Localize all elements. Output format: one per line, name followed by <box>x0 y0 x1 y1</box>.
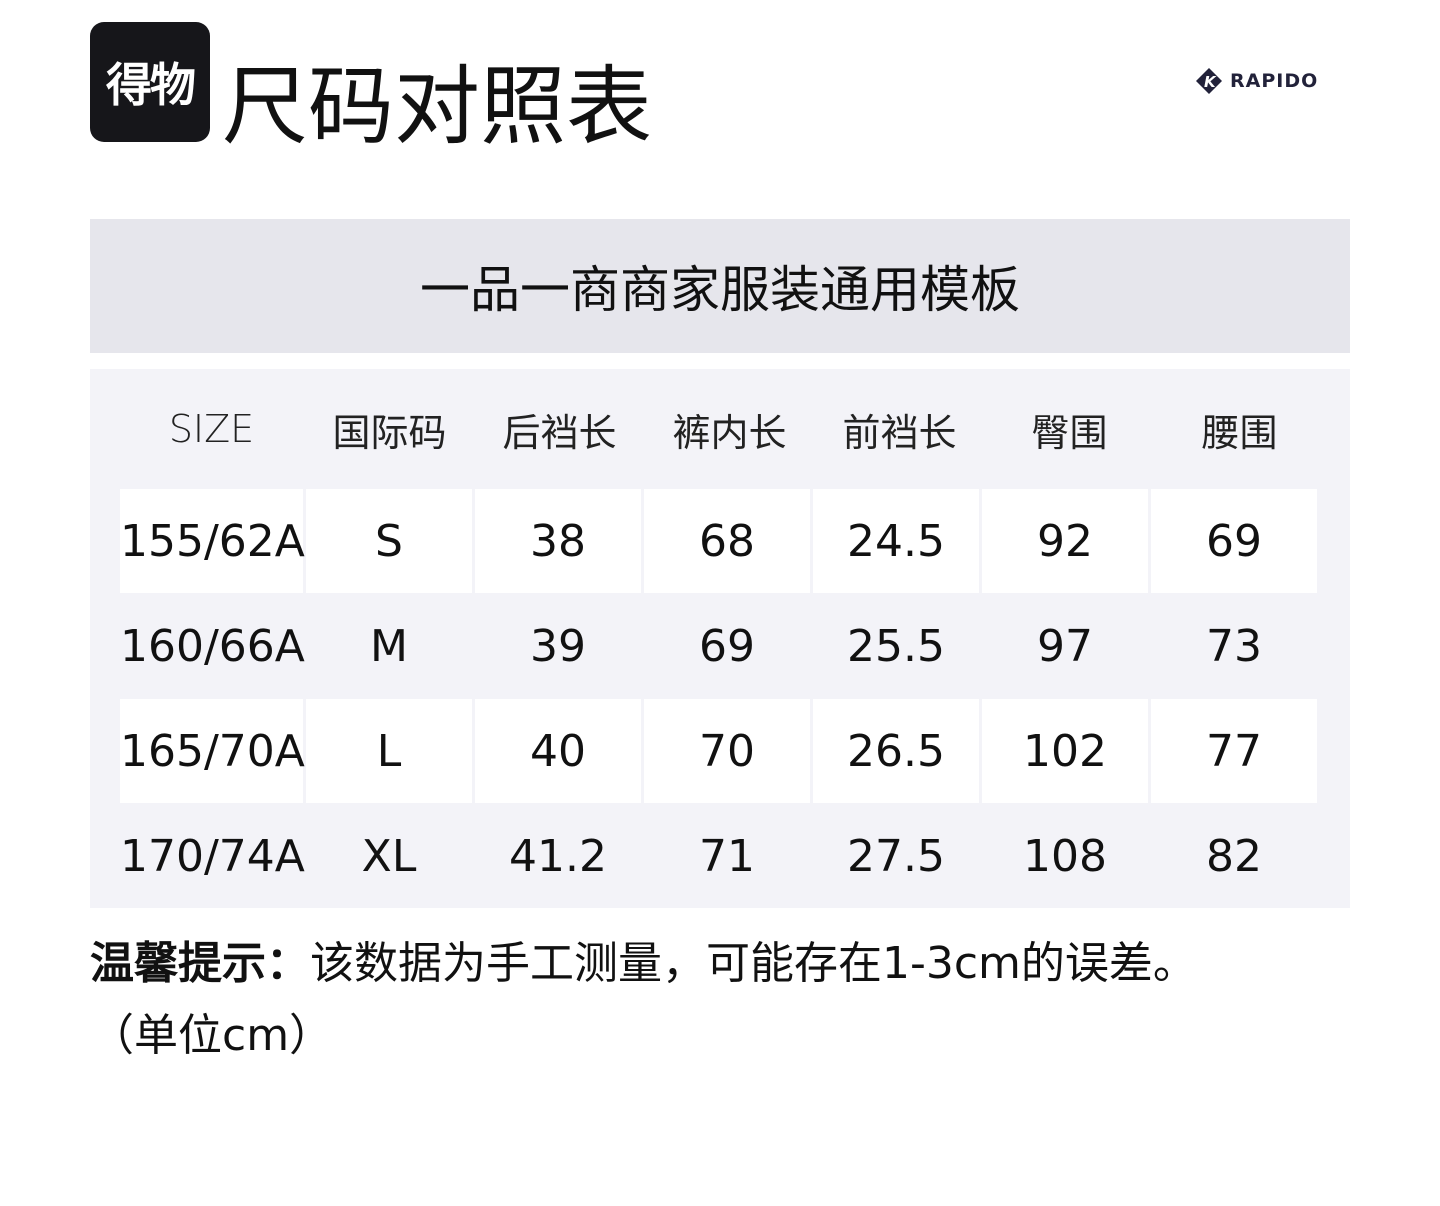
table-cell: 70 <box>644 699 810 803</box>
brand-name: RAPIDO <box>1230 70 1319 92</box>
size-table: SIZE 国际码 后裆长 裤内长 前裆长 臀围 腰围 155/62A S 38 68 2… <box>90 369 1350 908</box>
table-cell: L <box>306 699 472 803</box>
header-cell: 国际码 <box>332 410 447 455</box>
table-cell: 97 <box>1037 620 1093 672</box>
table-cell: XL <box>361 830 417 882</box>
rapido-icon: K <box>1196 68 1222 94</box>
table-row: 160/66A M 39 69 25.5 97 73 <box>120 594 1317 698</box>
table-cell: 25.5 <box>847 620 945 672</box>
table-cell: M <box>370 620 408 672</box>
table-cell: 155/62A <box>120 489 305 593</box>
svg-text:K: K <box>1204 73 1217 91</box>
table-cell: 69 <box>699 620 755 672</box>
header-cell: 后裆长 <box>502 410 617 455</box>
table-cell: 102 <box>982 699 1148 803</box>
table-cell: 82 <box>1206 830 1262 882</box>
table-cell: 165/70A <box>120 699 305 803</box>
table-cell: 69 <box>1151 489 1317 593</box>
page-title: 尺码对照表 <box>222 57 652 157</box>
header-cell: 臀围 <box>1031 410 1108 455</box>
template-name: 一品一商商家服装通用模板 <box>90 219 1350 353</box>
table-cell: 92 <box>982 489 1148 593</box>
dewu-logo: 得物 <box>90 22 210 142</box>
table-cell: 41.2 <box>509 830 607 882</box>
note-label: 温馨提示： <box>90 938 310 989</box>
table-cell: 77 <box>1151 699 1317 803</box>
note: 温馨提示：该数据为手工测量，可能存在1-3cm的误差。 （单位cm） <box>90 928 1390 1072</box>
table-cell: 24.5 <box>813 489 979 593</box>
table-cell: 26.5 <box>813 699 979 803</box>
table-row: 170/74A XL 41.2 71 27.5 108 82 <box>120 804 1317 908</box>
table-cell: S <box>306 489 472 593</box>
table-cell: 108 <box>1023 830 1107 882</box>
header-cell: 前裆长 <box>842 410 957 455</box>
table-cell: 39 <box>530 620 586 672</box>
note-text: 该数据为手工测量，可能存在1-3cm的误差。 <box>310 938 1197 989</box>
table-cell: 73 <box>1206 620 1262 672</box>
table-cell: 160/66A <box>120 620 305 672</box>
table-cell: 71 <box>699 830 755 882</box>
table-header: SIZE 国际码 后裆长 裤内长 前裆长 臀围 腰围 <box>120 369 1323 489</box>
header-cell: SIZE <box>168 407 255 451</box>
header-cell: 裤内长 <box>672 410 787 455</box>
brand-logo: K RAPIDO <box>1194 66 1318 96</box>
header-cell: 腰围 <box>1201 410 1278 455</box>
table-cell: 38 <box>475 489 641 593</box>
table-cell: 170/74A <box>120 830 305 882</box>
unit-note: （单位cm） <box>90 1010 334 1061</box>
table-row: 165/70A L 40 70 26.5 102 77 <box>120 699 1317 803</box>
table-row: 155/62A S 38 68 24.5 92 69 <box>120 489 1317 593</box>
table-cell: 27.5 <box>847 830 945 882</box>
table-cell: 68 <box>644 489 810 593</box>
table-cell: 40 <box>475 699 641 803</box>
